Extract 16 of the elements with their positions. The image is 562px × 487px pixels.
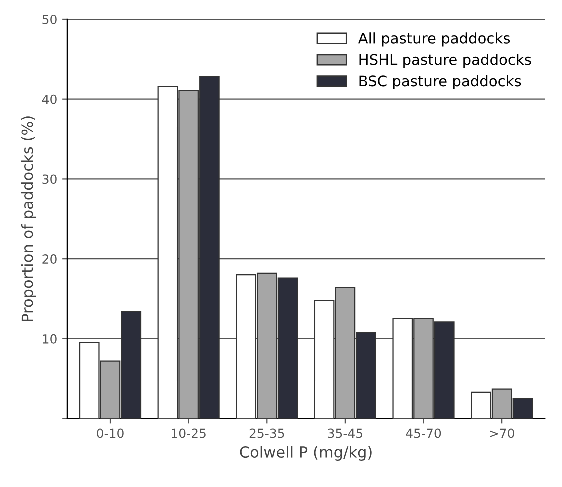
x-axis-title: Colwell P (mg/kg) bbox=[240, 446, 372, 461]
x-tick-label: 35-45 bbox=[328, 428, 363, 438]
y-tick-label: 30 bbox=[42, 174, 57, 184]
y-tick-label: 20 bbox=[42, 254, 57, 264]
y-axis-title: Proportion of paddocks (%) bbox=[21, 116, 36, 322]
y-tick-label: 50 bbox=[42, 14, 57, 24]
legend-label: BSC pasture paddocks bbox=[360, 75, 522, 90]
x-tick-label: 10-25 bbox=[172, 428, 206, 438]
y-tick-label: 10 bbox=[43, 334, 57, 344]
x-tick-label: 45-70 bbox=[406, 428, 442, 438]
x-tick-label: 25-35 bbox=[250, 428, 284, 438]
x-tick-label: >70 bbox=[490, 428, 514, 438]
legend-label: All pasture paddocks bbox=[358, 32, 510, 47]
y-tick-label: 40 bbox=[42, 94, 57, 104]
x-tick-label: 0-10 bbox=[97, 428, 124, 438]
legend-label: HSHL pasture paddocks bbox=[360, 54, 532, 68]
